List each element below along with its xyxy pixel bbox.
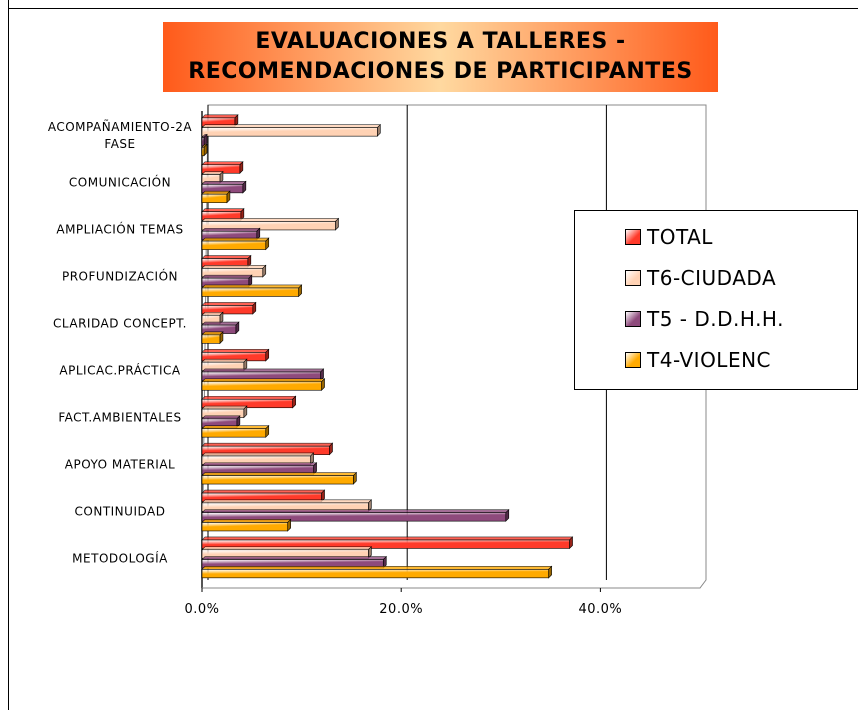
y-tick-label: METODOLOGÍA <box>72 551 168 566</box>
bar-top <box>201 519 292 523</box>
x-tick-label: 20.0% <box>379 602 423 617</box>
bar <box>201 193 228 203</box>
bar-top <box>201 472 358 476</box>
y-tick-label: COMUNICACIÓN <box>68 175 172 190</box>
bar-top <box>201 536 574 541</box>
title-line: RECOMENDACIONES DE PARTICIPANTES <box>188 59 693 84</box>
y-tick-label: FACT.AMBIENTALES <box>58 410 182 425</box>
bar <box>201 137 205 147</box>
x-tick-label: 40.0% <box>578 602 622 617</box>
legend-label: TOTAL <box>647 225 713 249</box>
bar-top <box>201 452 315 457</box>
bar <box>201 334 221 344</box>
legend: TOTAL T6-CIUDADA T5 - D.D.H.H. T4-VIOLENC <box>574 210 858 390</box>
legend-item: T6-CIUDADA <box>625 266 776 290</box>
bar <box>201 398 293 409</box>
y-tick-label: CLARIDAD CONCEPT. <box>53 316 187 331</box>
bar-top <box>201 509 510 513</box>
bar <box>201 428 267 438</box>
bar-top <box>201 181 247 185</box>
bar <box>201 569 549 579</box>
bar-top <box>201 274 253 279</box>
bar-top <box>201 442 334 447</box>
bar-top <box>201 171 224 175</box>
bar-top <box>201 331 224 336</box>
bar <box>201 127 378 137</box>
legend-label: T6-CIUDADA <box>647 266 777 290</box>
legend-item: TOTAL <box>625 225 713 249</box>
bar-top <box>201 255 252 259</box>
bar <box>201 146 205 157</box>
bar-top <box>201 489 326 494</box>
bar-top <box>201 368 325 373</box>
bar <box>201 221 336 231</box>
bar-top <box>201 218 340 222</box>
y-tick-label: PROFUNDIZACIÓN <box>61 269 179 284</box>
bar-top <box>201 358 248 363</box>
legend-item: T4-VIOLENC <box>625 348 771 372</box>
legend-label: T5 - D.D.H.H. <box>647 307 784 331</box>
bar-top <box>201 114 239 119</box>
bar <box>201 381 322 391</box>
bar-top <box>201 237 270 242</box>
bar-top <box>201 556 387 560</box>
legend-item: T5 - D.D.H.H. <box>625 307 784 331</box>
bar-top <box>201 425 270 429</box>
legend-swatch <box>625 311 641 327</box>
bar-top <box>201 415 241 420</box>
bar-top <box>201 499 373 504</box>
bar <box>201 287 299 297</box>
y-tick-label: APLICAC.PRÁCTICA <box>59 363 181 378</box>
legend-label: T4-VIOLENC <box>647 348 772 372</box>
bar-top <box>201 302 257 306</box>
bar-top <box>201 405 248 410</box>
chart-title: EVALUACIONES A TALLERES - RECOMENDACIONES… <box>163 22 718 92</box>
bar-top <box>201 546 373 551</box>
legend-swatch <box>625 229 641 245</box>
bar <box>201 305 254 315</box>
bar-top <box>201 378 326 383</box>
bar-top <box>201 227 261 232</box>
x-tick-label: 0.0% <box>184 602 219 617</box>
bar-top <box>201 462 318 467</box>
bar-top <box>201 349 270 353</box>
bar-top <box>201 124 382 128</box>
legend-swatch <box>625 352 641 368</box>
y-tick-label: CONTINUIDAD <box>74 504 166 519</box>
bar-top <box>201 190 231 195</box>
bar-top <box>201 284 303 289</box>
y-tick-label: AMPLIACIÓN TEMAS <box>56 222 184 237</box>
legend-swatch <box>625 270 641 286</box>
bar <box>201 512 507 522</box>
bar-top <box>201 395 297 400</box>
bar-top <box>201 208 245 212</box>
bar-top <box>201 566 553 570</box>
bar-top <box>201 161 244 166</box>
bar-top <box>201 321 240 326</box>
bar-top <box>201 311 224 316</box>
bar <box>201 539 570 549</box>
y-tick-label: ACOMPAÑAMIENTO-2A FASE <box>47 120 193 152</box>
title-line: EVALUACIONES A TALLERES - <box>255 29 626 54</box>
bar <box>201 522 288 532</box>
bar <box>201 475 354 485</box>
bar-top <box>201 265 267 269</box>
bar <box>201 240 267 250</box>
y-tick-label: APOYO MATERIAL <box>64 457 176 472</box>
